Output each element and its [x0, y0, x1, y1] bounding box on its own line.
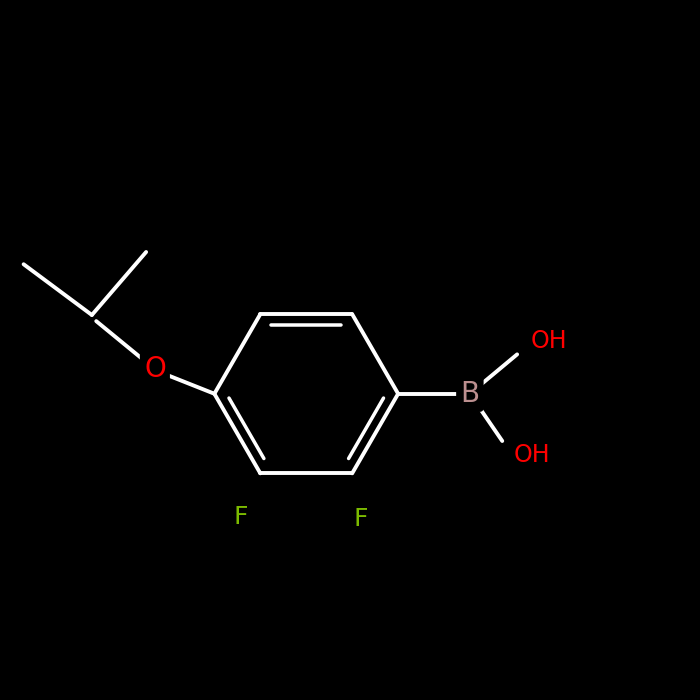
Text: O: O — [144, 356, 166, 384]
Text: OH: OH — [514, 443, 550, 467]
Text: F: F — [234, 505, 248, 529]
Text: F: F — [354, 507, 368, 531]
Text: B: B — [461, 379, 480, 407]
Text: OH: OH — [531, 329, 568, 354]
